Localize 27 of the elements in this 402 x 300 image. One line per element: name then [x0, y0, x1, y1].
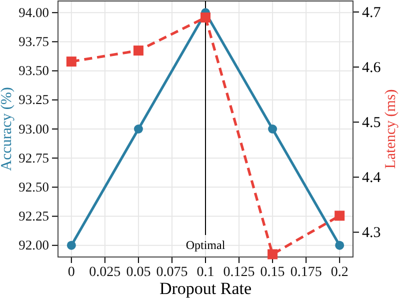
y-tick-label: 93.75: [18, 34, 50, 50]
x-tick-label: 0.15: [260, 264, 285, 280]
x-tick-label: 0.075: [156, 264, 188, 280]
y2-tick-label: 4.3: [362, 225, 381, 242]
y2-tick-label: 4.7: [362, 4, 382, 21]
y-tick-label: 92.00: [18, 238, 50, 253]
y-tick-label: 92.25: [18, 208, 50, 224]
x-tick-label: 0: [68, 264, 75, 280]
x-tick-label: 0.05: [126, 264, 151, 280]
y2-axis-title: Latency (ms): [383, 89, 399, 169]
y2-tick-label: 4.5: [362, 114, 381, 131]
y-axis-title: Accuracy (%): [0, 87, 15, 171]
y-tick-label: 94.00: [18, 4, 50, 20]
y-tick-label: 93.25: [18, 92, 50, 108]
x-tick-label: 0.1: [196, 264, 214, 280]
x-tick-label: 0.025: [89, 264, 121, 280]
y2-tick-label: 4.6: [362, 60, 382, 76]
x-axis-title: Dropout Rate: [159, 279, 252, 298]
ref-line-label: Optimal: [186, 238, 226, 252]
x-tick-label: 0.175: [290, 264, 322, 280]
y-tick-label: 93.50: [18, 63, 50, 78]
y-tick-label: 92.75: [18, 150, 50, 166]
x-tick-label: 0.2: [330, 264, 348, 280]
x-tick-label: 0.125: [223, 264, 255, 280]
y2-tick-label: 4.4: [362, 170, 382, 186]
y-tick-label: 93.00: [18, 121, 50, 136]
y-tick-label: 92.50: [18, 180, 50, 194]
